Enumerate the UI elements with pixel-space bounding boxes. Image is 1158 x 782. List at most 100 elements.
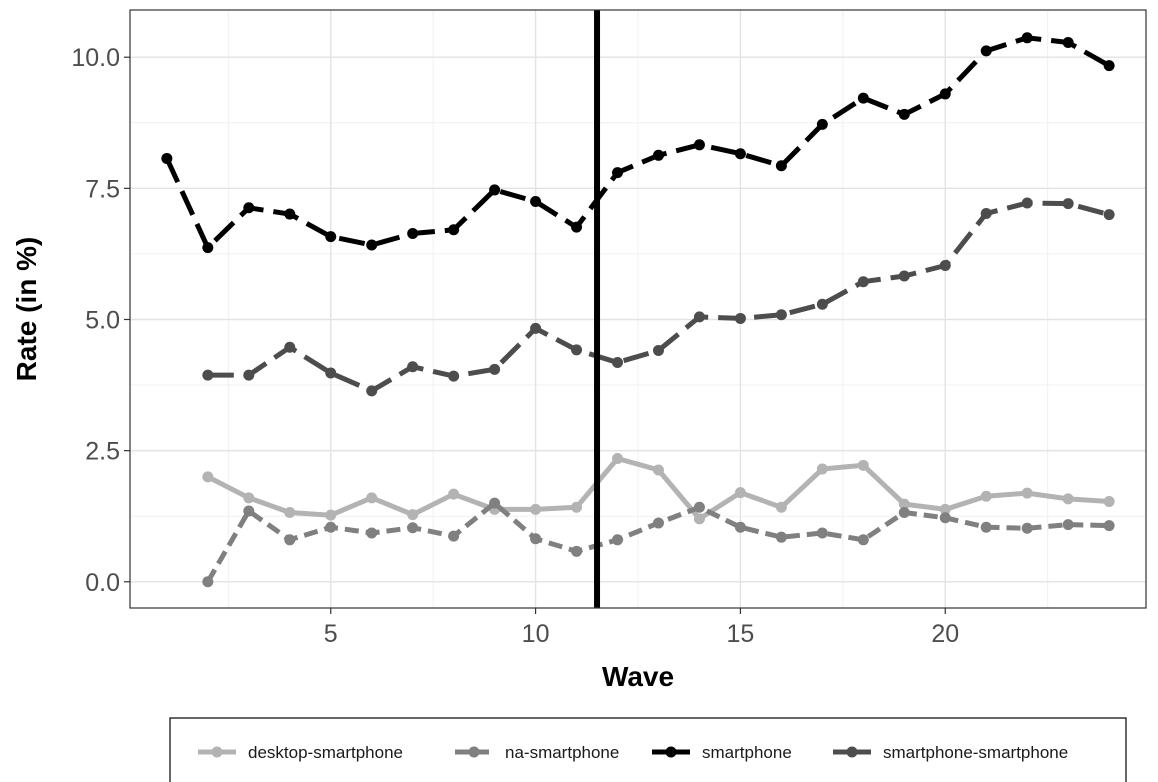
data-point-smartphone [1021, 32, 1033, 44]
data-point-smartphone [939, 88, 951, 100]
data-point-desktop-smartphone [571, 501, 583, 513]
data-point-smartphone-smartphone [816, 298, 828, 310]
data-point-na-smartphone [857, 534, 869, 546]
legend-item-smartphone: smartphone [652, 743, 792, 762]
data-point-smartphone-smartphone [366, 385, 378, 397]
data-point-na-smartphone [898, 507, 910, 519]
data-point-na-smartphone [1103, 520, 1115, 532]
y-tick-label: 0.0 [85, 569, 120, 597]
data-point-na-smartphone [243, 505, 255, 517]
data-point-smartphone-smartphone [571, 344, 583, 356]
axis-ticks: 5 10 15 20 0.0 2.5 5.0 7.5 10.0 [71, 44, 959, 648]
data-point-na-smartphone [571, 545, 583, 557]
data-point-smartphone-smartphone [939, 259, 951, 271]
series-smartphone-smartphone [202, 197, 1115, 397]
y-tick-label: 5.0 [85, 306, 120, 334]
data-point-smartphone [612, 167, 624, 179]
x-tick-label: 20 [931, 620, 959, 648]
data-point-smartphone-smartphone [489, 363, 501, 375]
data-point-desktop-smartphone [530, 503, 542, 515]
data-point-smartphone-smartphone [284, 341, 296, 353]
data-point-smartphone-smartphone [202, 369, 214, 381]
x-tick-label: 5 [324, 620, 338, 648]
series-desktop-smartphone [202, 453, 1115, 525]
data-point-na-smartphone [652, 517, 664, 529]
legend-key-point [211, 746, 223, 758]
data-point-smartphone [489, 184, 501, 196]
data-point-desktop-smartphone [939, 503, 951, 515]
data-point-smartphone [980, 45, 992, 57]
y-tick-label: 2.5 [85, 438, 120, 466]
data-point-smartphone-smartphone [407, 361, 419, 373]
data-point-smartphone-smartphone [1062, 198, 1074, 210]
data-point-na-smartphone [775, 531, 787, 543]
y-tick-label: 10.0 [71, 44, 120, 72]
x-axis-title: Wave [602, 661, 674, 692]
data-point-desktop-smartphone [407, 509, 419, 521]
legend-item-desktop-smartphone: desktop-smartphone [198, 743, 403, 762]
legend-label: smartphone [702, 743, 792, 762]
data-point-smartphone [1062, 37, 1074, 49]
legend-box [169, 717, 1127, 782]
data-point-smartphone [325, 231, 337, 243]
data-point-na-smartphone [1062, 519, 1074, 531]
data-point-na-smartphone [366, 527, 378, 539]
minor-gridlines [130, 10, 1146, 608]
data-point-na-smartphone [939, 512, 951, 524]
data-point-desktop-smartphone [898, 498, 910, 510]
data-point-smartphone [1103, 60, 1115, 72]
data-point-na-smartphone [816, 527, 828, 539]
data-point-smartphone-smartphone [448, 370, 460, 382]
series-smartphone [161, 32, 1115, 254]
data-point-smartphone [652, 149, 664, 161]
data-point-smartphone-smartphone [898, 270, 910, 282]
data-point-smartphone-smartphone [857, 276, 869, 288]
data-point-smartphone-smartphone [652, 344, 664, 356]
data-point-smartphone [857, 92, 869, 104]
data-point-smartphone [693, 139, 705, 151]
data-point-desktop-smartphone [980, 490, 992, 502]
data-point-smartphone-smartphone [980, 208, 992, 220]
data-point-desktop-smartphone [693, 513, 705, 525]
data-point-desktop-smartphone [366, 492, 378, 504]
data-point-smartphone [448, 224, 460, 236]
series-layer [161, 32, 1115, 588]
data-point-smartphone-smartphone [693, 311, 705, 323]
data-point-na-smartphone [407, 522, 419, 534]
data-point-smartphone-smartphone [1021, 197, 1033, 209]
y-axis-title: Rate (in %) [11, 237, 42, 382]
series-line-smartphone [164, 35, 1111, 251]
data-point-smartphone [775, 160, 787, 172]
data-point-smartphone [816, 118, 828, 130]
data-point-desktop-smartphone [243, 492, 255, 504]
legend-key-point [468, 746, 480, 758]
data-point-desktop-smartphone [857, 459, 869, 471]
data-point-smartphone [161, 152, 173, 164]
data-point-desktop-smartphone [816, 463, 828, 475]
legend-label: na-smartphone [505, 743, 619, 762]
data-point-desktop-smartphone [284, 507, 296, 519]
series-na-smartphone [202, 497, 1115, 588]
y-tick-label: 7.5 [85, 175, 120, 203]
data-point-na-smartphone [530, 533, 542, 545]
x-tick-label: 10 [522, 620, 550, 648]
data-point-na-smartphone [448, 530, 460, 542]
data-point-smartphone [243, 202, 255, 214]
data-point-smartphone-smartphone [734, 312, 746, 324]
data-point-na-smartphone [325, 521, 337, 533]
data-point-desktop-smartphone [775, 501, 787, 513]
data-point-desktop-smartphone [448, 488, 460, 500]
data-point-desktop-smartphone [612, 453, 624, 464]
legend-key-point [846, 746, 858, 758]
data-point-smartphone [366, 239, 378, 251]
data-point-na-smartphone [202, 576, 214, 588]
legend-label: desktop-smartphone [248, 743, 403, 762]
legend: desktop-smartphone na-smartphone smartphon… [169, 717, 1127, 782]
data-point-na-smartphone [489, 497, 501, 509]
data-point-smartphone-smartphone [612, 357, 624, 369]
data-point-smartphone-smartphone [243, 369, 255, 381]
data-point-smartphone [202, 242, 214, 254]
data-point-smartphone [734, 148, 746, 160]
legend-item-smartphone-smartphone: smartphone-smartphone [833, 743, 1068, 762]
